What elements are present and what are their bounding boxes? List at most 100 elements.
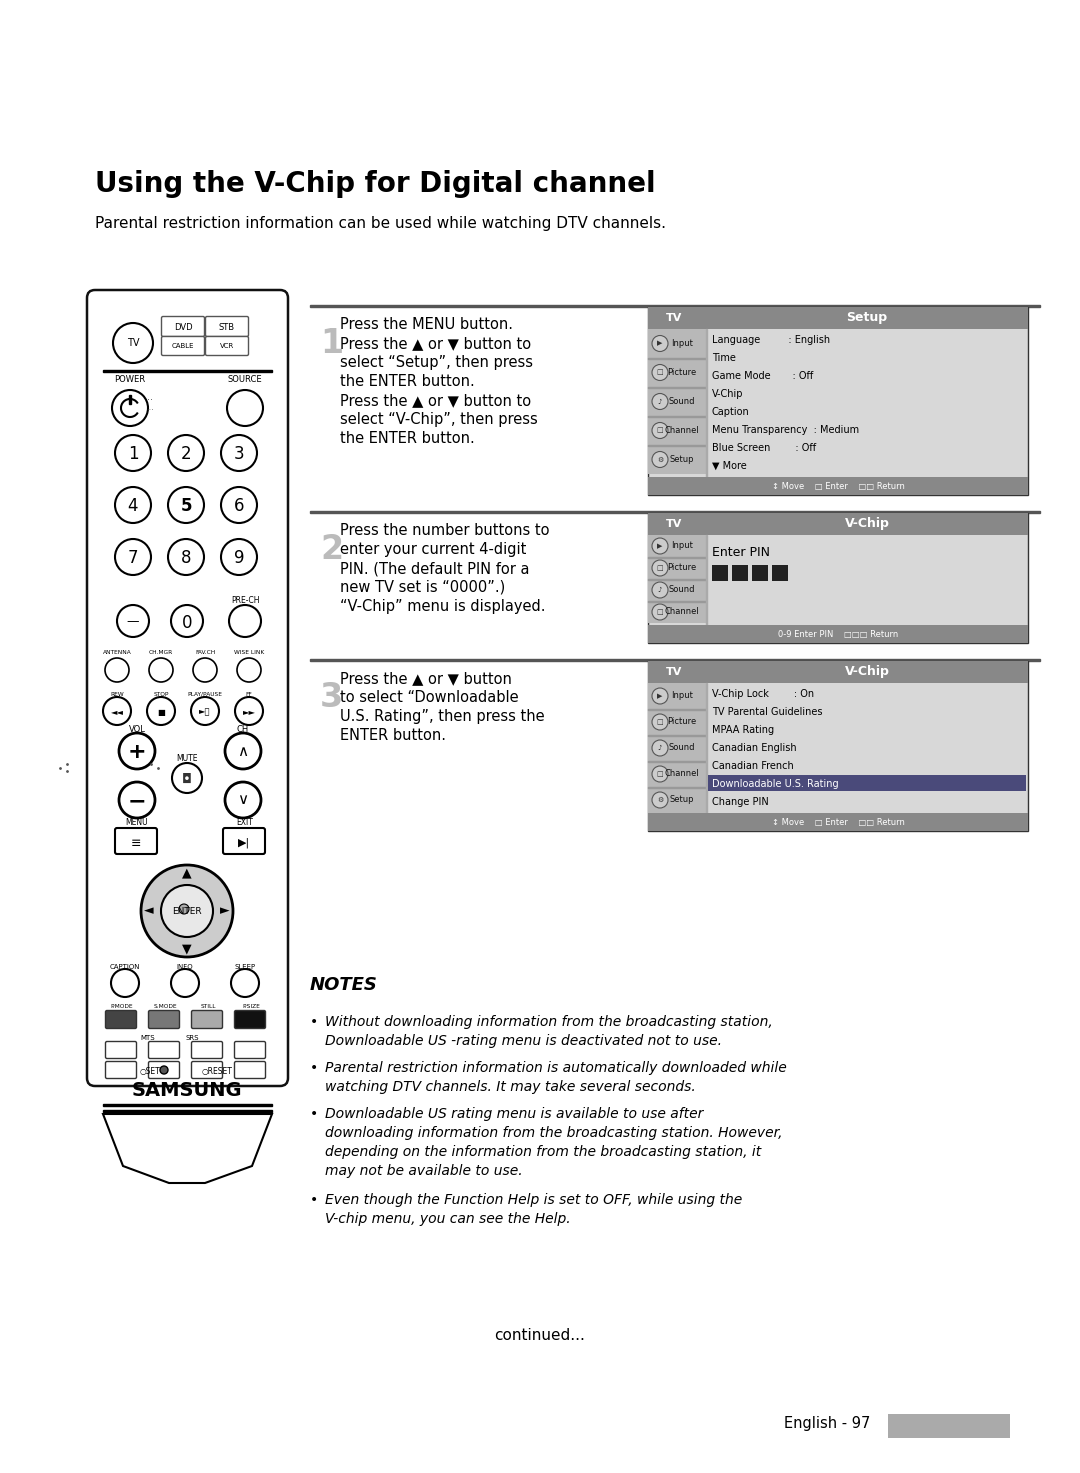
Text: Sound: Sound xyxy=(669,398,696,407)
Text: □: □ xyxy=(657,608,663,616)
Text: ◄: ◄ xyxy=(145,904,153,918)
Text: CH: CH xyxy=(237,725,249,734)
Text: Sound: Sound xyxy=(669,585,696,595)
Circle shape xyxy=(179,904,189,915)
Text: STOP: STOP xyxy=(153,692,168,697)
Bar xyxy=(648,661,1028,683)
FancyBboxPatch shape xyxy=(234,1041,266,1059)
Text: Channel: Channel xyxy=(664,769,700,779)
Text: +: + xyxy=(127,742,146,762)
Text: the ENTER button.: the ENTER button. xyxy=(340,432,475,446)
Text: 6: 6 xyxy=(233,496,244,516)
Text: 0-9 Enter PIN    □□□ Return: 0-9 Enter PIN □□□ Return xyxy=(778,629,899,638)
Text: SRS: SRS xyxy=(186,1036,199,1041)
Text: □: □ xyxy=(657,427,663,433)
Text: new TV set is “0000”.): new TV set is “0000”.) xyxy=(340,580,505,595)
Text: ♪: ♪ xyxy=(658,745,662,751)
Text: ▶: ▶ xyxy=(658,340,663,346)
Text: Parental restriction information is automatically downloaded while
watching DTV : Parental restriction information is auto… xyxy=(325,1061,786,1094)
FancyBboxPatch shape xyxy=(106,1041,136,1059)
Text: EXIT: EXIT xyxy=(237,818,254,826)
Text: Channel: Channel xyxy=(664,426,700,435)
Text: NOTES: NOTES xyxy=(310,977,378,994)
Bar xyxy=(648,601,706,623)
Text: ANTENNA: ANTENNA xyxy=(103,650,132,655)
Bar xyxy=(103,1103,272,1106)
Text: Change PIN: Change PIN xyxy=(712,797,769,807)
Text: ⚙: ⚙ xyxy=(657,797,663,803)
Bar xyxy=(648,306,1028,328)
Bar xyxy=(732,566,748,580)
Text: •: • xyxy=(310,1193,319,1206)
Text: ∧: ∧ xyxy=(238,744,248,759)
Text: ▶: ▶ xyxy=(658,544,663,549)
FancyBboxPatch shape xyxy=(222,828,265,854)
Text: ▶|: ▶| xyxy=(238,838,251,848)
Circle shape xyxy=(652,538,669,554)
Polygon shape xyxy=(103,1114,272,1183)
Circle shape xyxy=(652,423,669,439)
Text: •: • xyxy=(310,1108,319,1121)
Text: ⚙: ⚙ xyxy=(657,457,663,463)
Text: —: — xyxy=(126,616,139,629)
Circle shape xyxy=(161,885,213,937)
Text: Setup: Setup xyxy=(670,795,694,804)
Text: U.S. Rating”, then press the: U.S. Rating”, then press the xyxy=(340,709,544,725)
Circle shape xyxy=(652,766,669,782)
Bar xyxy=(772,566,788,580)
Text: enter your current 4-digit: enter your current 4-digit xyxy=(340,542,526,557)
Text: 1: 1 xyxy=(320,327,343,359)
Text: V-Chip: V-Chip xyxy=(845,666,890,679)
Bar xyxy=(648,328,706,358)
Text: ►►: ►► xyxy=(243,707,256,716)
Text: Game Mode       : Off: Game Mode : Off xyxy=(712,371,813,382)
Circle shape xyxy=(652,739,669,756)
Text: ♪: ♪ xyxy=(658,399,662,405)
Text: STB: STB xyxy=(219,323,235,331)
Text: select “V-Chip”, then press: select “V-Chip”, then press xyxy=(340,412,538,427)
Text: SLEEP: SLEEP xyxy=(234,963,256,971)
Bar xyxy=(103,370,272,371)
FancyBboxPatch shape xyxy=(149,1041,179,1059)
Text: Input: Input xyxy=(671,339,693,348)
FancyBboxPatch shape xyxy=(162,317,204,336)
Text: ▼ More: ▼ More xyxy=(712,461,746,471)
Text: ENTER button.: ENTER button. xyxy=(340,728,446,742)
Text: TV: TV xyxy=(666,667,683,678)
FancyBboxPatch shape xyxy=(162,336,204,355)
Text: Sound: Sound xyxy=(669,744,696,753)
Text: SOURCE: SOURCE xyxy=(228,376,262,384)
Text: FAV.CH: FAV.CH xyxy=(194,650,215,655)
Text: ♪: ♪ xyxy=(658,588,662,594)
Bar xyxy=(888,1414,1010,1438)
Text: ▲: ▲ xyxy=(183,866,192,879)
Text: 5: 5 xyxy=(180,496,192,516)
Text: □: □ xyxy=(657,370,663,376)
Text: V-Chip: V-Chip xyxy=(712,389,743,399)
Text: MUTE: MUTE xyxy=(176,754,198,763)
Text: MPAA Rating: MPAA Rating xyxy=(712,725,774,735)
Text: •: • xyxy=(310,1015,319,1030)
Circle shape xyxy=(652,714,669,731)
Text: •: • xyxy=(310,1061,319,1075)
Bar xyxy=(712,566,728,580)
Text: STILL: STILL xyxy=(200,1005,216,1009)
Text: to select “Downloadable: to select “Downloadable xyxy=(340,689,518,706)
Text: Canadian English: Canadian English xyxy=(712,742,797,753)
Bar xyxy=(648,535,706,557)
Text: ○RESET: ○RESET xyxy=(202,1066,232,1075)
Text: CAPTION: CAPTION xyxy=(110,963,140,971)
Bar xyxy=(648,762,706,787)
Bar xyxy=(648,513,1028,535)
Text: Using the V-Chip for Digital channel: Using the V-Chip for Digital channel xyxy=(95,169,656,197)
FancyBboxPatch shape xyxy=(114,828,157,854)
Bar xyxy=(648,557,706,579)
Bar xyxy=(648,358,706,387)
Circle shape xyxy=(141,865,233,957)
Text: PIN. (The default PIN for a: PIN. (The default PIN for a xyxy=(340,561,529,576)
Circle shape xyxy=(652,582,669,598)
Circle shape xyxy=(652,393,669,409)
Text: Downloadable US rating menu is available to use after
downloading information fr: Downloadable US rating menu is available… xyxy=(325,1108,783,1178)
FancyBboxPatch shape xyxy=(106,1010,136,1028)
Text: □: □ xyxy=(657,719,663,725)
